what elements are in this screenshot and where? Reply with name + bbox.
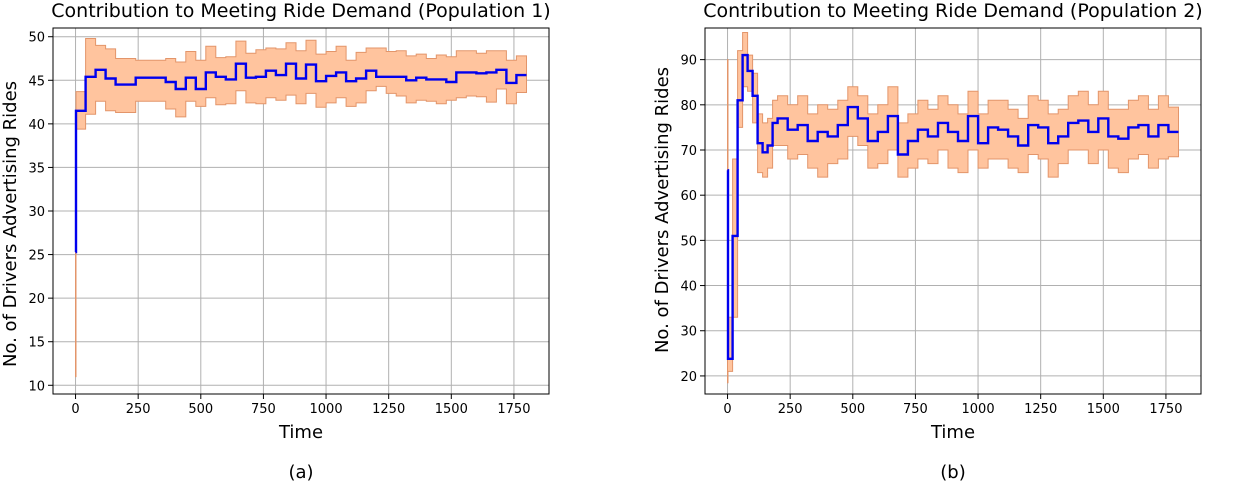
x-axis-label: Time [930, 422, 975, 443]
x-tick-label: 500 [188, 402, 213, 417]
y-tick-label: 30 [28, 205, 45, 220]
plot-area [53, 28, 549, 394]
y-tick-label: 30 [680, 325, 697, 340]
x-tick-label: 250 [778, 402, 803, 417]
mean-series-line [74, 62, 527, 254]
x-tick-label: 0 [723, 402, 731, 417]
chart-title: Contribution to Meeting Ride Demand (Pop… [703, 0, 1202, 22]
y-tick-label: 45 [28, 74, 45, 89]
x-tick-label: 750 [251, 402, 276, 417]
x-tick-label: 250 [126, 402, 151, 417]
y-tick-label: 40 [680, 280, 697, 295]
plot-area [705, 28, 1201, 394]
y-tick-label: 70 [680, 144, 697, 159]
y-tick-label: 20 [680, 370, 697, 385]
y-tick-label: 90 [680, 54, 697, 69]
x-tick-label: 1750 [497, 402, 530, 417]
y-tick-label: 20 [28, 292, 45, 307]
x-tick-label: 1500 [435, 402, 468, 417]
x-tick-label: 1000 [310, 402, 343, 417]
x-tick-label: 1250 [1024, 402, 1057, 417]
y-tick-label: 15 [28, 336, 45, 351]
panel-caption: (a) [288, 462, 313, 483]
y-tick-label: 80 [680, 99, 697, 114]
mean-series-line [726, 53, 1179, 360]
panel-caption: (b) [940, 462, 965, 483]
y-tick-label: 10 [28, 379, 45, 394]
y-tick-label: 25 [28, 249, 45, 264]
y-tick-label: 50 [28, 31, 45, 46]
x-tick-label: 750 [903, 402, 928, 417]
y-tick-label: 50 [680, 234, 697, 249]
x-axis-label: Time [278, 422, 323, 443]
plot-background [705, 28, 1201, 394]
x-tick-label: 1500 [1087, 402, 1120, 417]
x-tick-label: 500 [840, 402, 865, 417]
x-tick-label: 0 [71, 402, 79, 417]
y-tick-label: 40 [28, 118, 45, 133]
chart-title: Contribution to Meeting Ride Demand (Pop… [51, 0, 550, 22]
y-axis-label: No. of Drivers Advertising Rides [652, 67, 673, 353]
chart-panel-population-2: Contribution to Meeting Ride Demand (Pop… [652, 0, 1203, 483]
x-tick-label: 1000 [962, 402, 995, 417]
axes-frame [704, 27, 1202, 395]
x-tick-label: 1250 [372, 402, 405, 417]
chart-panel-population-1: Contribution to Meeting Ride Demand (Pop… [0, 0, 551, 483]
y-tick-label: 60 [680, 189, 697, 204]
x-tick-label: 1750 [1149, 402, 1182, 417]
y-axis-label: No. of Drivers Advertising Rides [0, 81, 21, 367]
y-tick-label: 35 [28, 161, 45, 176]
